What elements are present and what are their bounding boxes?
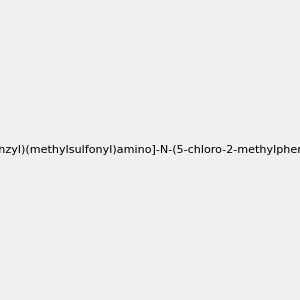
Text: 4-[(2-chlorobenzyl)(methylsulfonyl)amino]-N-(5-chloro-2-methylphenyl)benzamide: 4-[(2-chlorobenzyl)(methylsulfonyl)amino… — [0, 145, 300, 155]
